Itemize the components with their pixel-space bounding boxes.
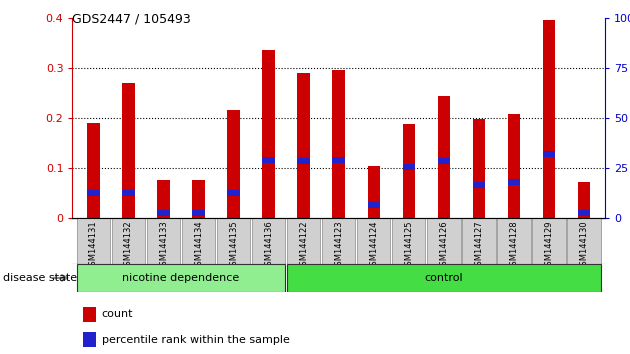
Bar [287, 264, 600, 292]
Text: GSM144125: GSM144125 [404, 220, 413, 270]
Bar [192, 180, 205, 218]
Bar [392, 218, 425, 264]
Text: nicotine dependence: nicotine dependence [122, 273, 239, 283]
Bar [287, 218, 321, 264]
Bar [227, 190, 239, 196]
Bar [427, 218, 461, 264]
Bar [578, 182, 590, 218]
Bar [158, 180, 169, 218]
Bar [77, 264, 285, 292]
Bar [192, 210, 205, 216]
Bar [333, 157, 345, 163]
Bar [472, 182, 485, 188]
Bar [403, 124, 415, 218]
Bar [532, 218, 566, 264]
Text: GSM144123: GSM144123 [334, 220, 343, 271]
Bar [83, 307, 96, 322]
Bar [83, 332, 96, 347]
Bar [88, 190, 100, 196]
Bar [497, 218, 530, 264]
Bar [462, 218, 496, 264]
Text: GSM144128: GSM144128 [509, 220, 518, 271]
Text: GSM144136: GSM144136 [264, 220, 273, 271]
Text: GSM144130: GSM144130 [580, 220, 588, 271]
Text: GSM144126: GSM144126 [439, 220, 448, 271]
Text: GSM144133: GSM144133 [159, 220, 168, 271]
Bar [578, 210, 590, 216]
Bar [181, 218, 215, 264]
Bar [403, 164, 415, 170]
Text: disease state: disease state [3, 273, 77, 283]
Bar [252, 218, 285, 264]
Bar [508, 114, 520, 218]
Bar [542, 20, 555, 218]
Bar [297, 158, 310, 164]
Text: GSM144135: GSM144135 [229, 220, 238, 271]
Bar [263, 50, 275, 218]
Bar [147, 218, 180, 264]
Bar [542, 151, 555, 157]
Bar [567, 218, 600, 264]
Text: GSM144132: GSM144132 [124, 220, 133, 271]
Bar [88, 123, 100, 218]
Bar [367, 166, 380, 218]
Bar [77, 218, 110, 264]
Bar [472, 119, 485, 218]
Text: percentile rank within the sample: percentile rank within the sample [101, 335, 290, 345]
Text: control: control [425, 273, 463, 283]
Bar [297, 73, 310, 218]
Bar [227, 110, 239, 218]
Bar [263, 157, 275, 163]
Bar [112, 218, 146, 264]
Bar [122, 83, 135, 218]
Text: GSM144124: GSM144124 [369, 220, 378, 270]
Text: GSM144129: GSM144129 [544, 220, 553, 270]
Text: count: count [101, 309, 133, 320]
Bar [217, 218, 250, 264]
Bar [322, 218, 355, 264]
Bar [333, 70, 345, 218]
Bar [122, 190, 135, 196]
Bar [438, 158, 450, 164]
Bar [158, 210, 169, 216]
Text: GSM144127: GSM144127 [474, 220, 483, 271]
Bar [357, 218, 391, 264]
Text: GSM144122: GSM144122 [299, 220, 308, 270]
Bar [367, 202, 380, 208]
Bar [438, 96, 450, 218]
Text: GSM144131: GSM144131 [89, 220, 98, 271]
Text: GDS2447 / 105493: GDS2447 / 105493 [72, 12, 191, 25]
Bar [508, 179, 520, 185]
Text: GSM144134: GSM144134 [194, 220, 203, 271]
